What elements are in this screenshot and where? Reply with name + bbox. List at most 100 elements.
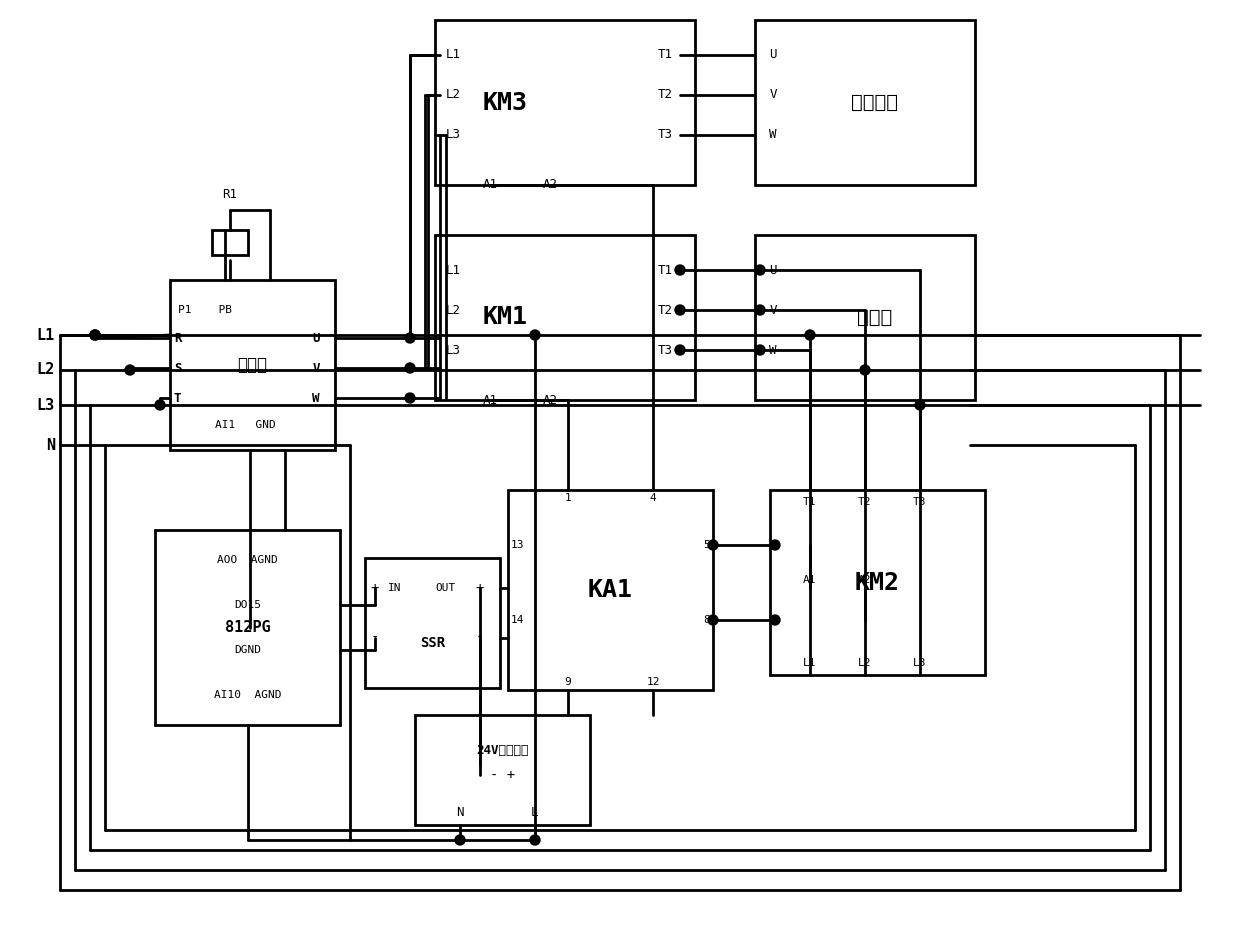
Circle shape <box>455 835 465 845</box>
Text: R: R <box>174 332 181 345</box>
Bar <box>212 230 248 255</box>
Bar <box>755 20 975 185</box>
Text: KM1: KM1 <box>482 306 527 330</box>
Text: KM2: KM2 <box>856 571 900 595</box>
Text: L1: L1 <box>445 48 460 62</box>
Text: L2: L2 <box>445 88 460 102</box>
Text: U: U <box>769 48 776 62</box>
Text: 5: 5 <box>703 540 711 550</box>
Circle shape <box>405 333 415 343</box>
Text: W: W <box>312 391 320 405</box>
Text: T3: T3 <box>657 344 672 356</box>
Circle shape <box>915 400 925 410</box>
Bar <box>435 235 694 400</box>
Text: OUT: OUT <box>435 583 455 593</box>
Text: 1: 1 <box>564 493 572 503</box>
Text: 8: 8 <box>703 615 711 625</box>
Text: L3: L3 <box>445 128 460 142</box>
Text: L3: L3 <box>445 344 460 356</box>
Text: W: W <box>769 344 776 356</box>
Text: -: - <box>371 631 379 645</box>
Text: A1: A1 <box>482 179 497 192</box>
Text: +: + <box>476 581 484 595</box>
Text: N: N <box>46 438 55 452</box>
Text: P1    PB: P1 PB <box>179 305 232 315</box>
Text: T2: T2 <box>657 303 672 316</box>
Text: DO15: DO15 <box>234 600 260 610</box>
Text: DGND: DGND <box>234 645 260 655</box>
Circle shape <box>529 330 539 340</box>
Text: L2: L2 <box>37 363 55 377</box>
Circle shape <box>861 365 870 375</box>
Text: A2: A2 <box>543 393 558 407</box>
Circle shape <box>529 835 539 845</box>
Bar <box>755 235 975 400</box>
Text: 12: 12 <box>646 677 660 687</box>
Text: 4: 4 <box>650 493 656 503</box>
Text: SSR: SSR <box>420 636 445 650</box>
Text: V: V <box>312 362 320 374</box>
Circle shape <box>91 330 100 340</box>
Circle shape <box>770 615 780 625</box>
Text: T3: T3 <box>657 128 672 142</box>
Text: L3: L3 <box>913 658 926 668</box>
Circle shape <box>405 393 415 403</box>
Text: R1: R1 <box>222 188 238 201</box>
Text: 变频器: 变频器 <box>238 356 268 374</box>
Circle shape <box>755 265 765 275</box>
Text: A1: A1 <box>482 393 497 407</box>
Text: KM3: KM3 <box>482 90 527 115</box>
Text: T1: T1 <box>804 497 817 507</box>
Bar <box>508 490 713 690</box>
Text: L2: L2 <box>445 303 460 316</box>
Text: T3: T3 <box>913 497 926 507</box>
Bar <box>415 715 590 825</box>
Text: -: - <box>476 631 484 645</box>
Circle shape <box>805 330 815 340</box>
Text: A1: A1 <box>804 575 817 585</box>
Text: 主风机: 主风机 <box>857 308 893 327</box>
Text: T1: T1 <box>657 263 672 276</box>
Circle shape <box>675 265 684 275</box>
Text: U: U <box>769 263 776 276</box>
Text: 24V开关电源: 24V开关电源 <box>476 744 528 756</box>
Text: A2: A2 <box>858 575 872 585</box>
Text: L2: L2 <box>858 658 872 668</box>
Bar <box>155 530 340 725</box>
Text: KA1: KA1 <box>588 578 632 602</box>
Circle shape <box>405 363 415 373</box>
Bar <box>365 558 500 688</box>
Circle shape <box>708 615 718 625</box>
Text: U: U <box>312 332 320 345</box>
Bar <box>170 280 335 450</box>
Text: IN: IN <box>388 583 402 593</box>
Text: T: T <box>174 391 181 405</box>
Text: V: V <box>769 88 776 102</box>
Circle shape <box>91 330 100 340</box>
Circle shape <box>770 540 780 550</box>
Text: +: + <box>371 581 379 595</box>
Text: 812PG: 812PG <box>224 620 270 635</box>
Circle shape <box>155 400 165 410</box>
Text: L1: L1 <box>804 658 817 668</box>
Text: A2: A2 <box>543 179 558 192</box>
Bar <box>435 20 694 185</box>
Text: T1: T1 <box>657 48 672 62</box>
Text: N: N <box>456 807 464 820</box>
Text: T2: T2 <box>858 497 872 507</box>
Text: AI1   GND: AI1 GND <box>215 420 275 430</box>
Circle shape <box>755 305 765 315</box>
Text: V: V <box>769 303 776 316</box>
Text: L3: L3 <box>37 397 55 412</box>
Circle shape <box>125 365 135 375</box>
Text: L1: L1 <box>445 263 460 276</box>
Text: 13: 13 <box>511 540 525 550</box>
Text: AI10  AGND: AI10 AGND <box>213 690 281 700</box>
Text: L: L <box>531 807 538 820</box>
Text: 辅助风机: 辅助风机 <box>852 93 899 112</box>
Text: 9: 9 <box>564 677 572 687</box>
Circle shape <box>675 305 684 315</box>
Bar <box>770 490 985 675</box>
Text: W: W <box>769 128 776 142</box>
Text: 14: 14 <box>511 615 525 625</box>
